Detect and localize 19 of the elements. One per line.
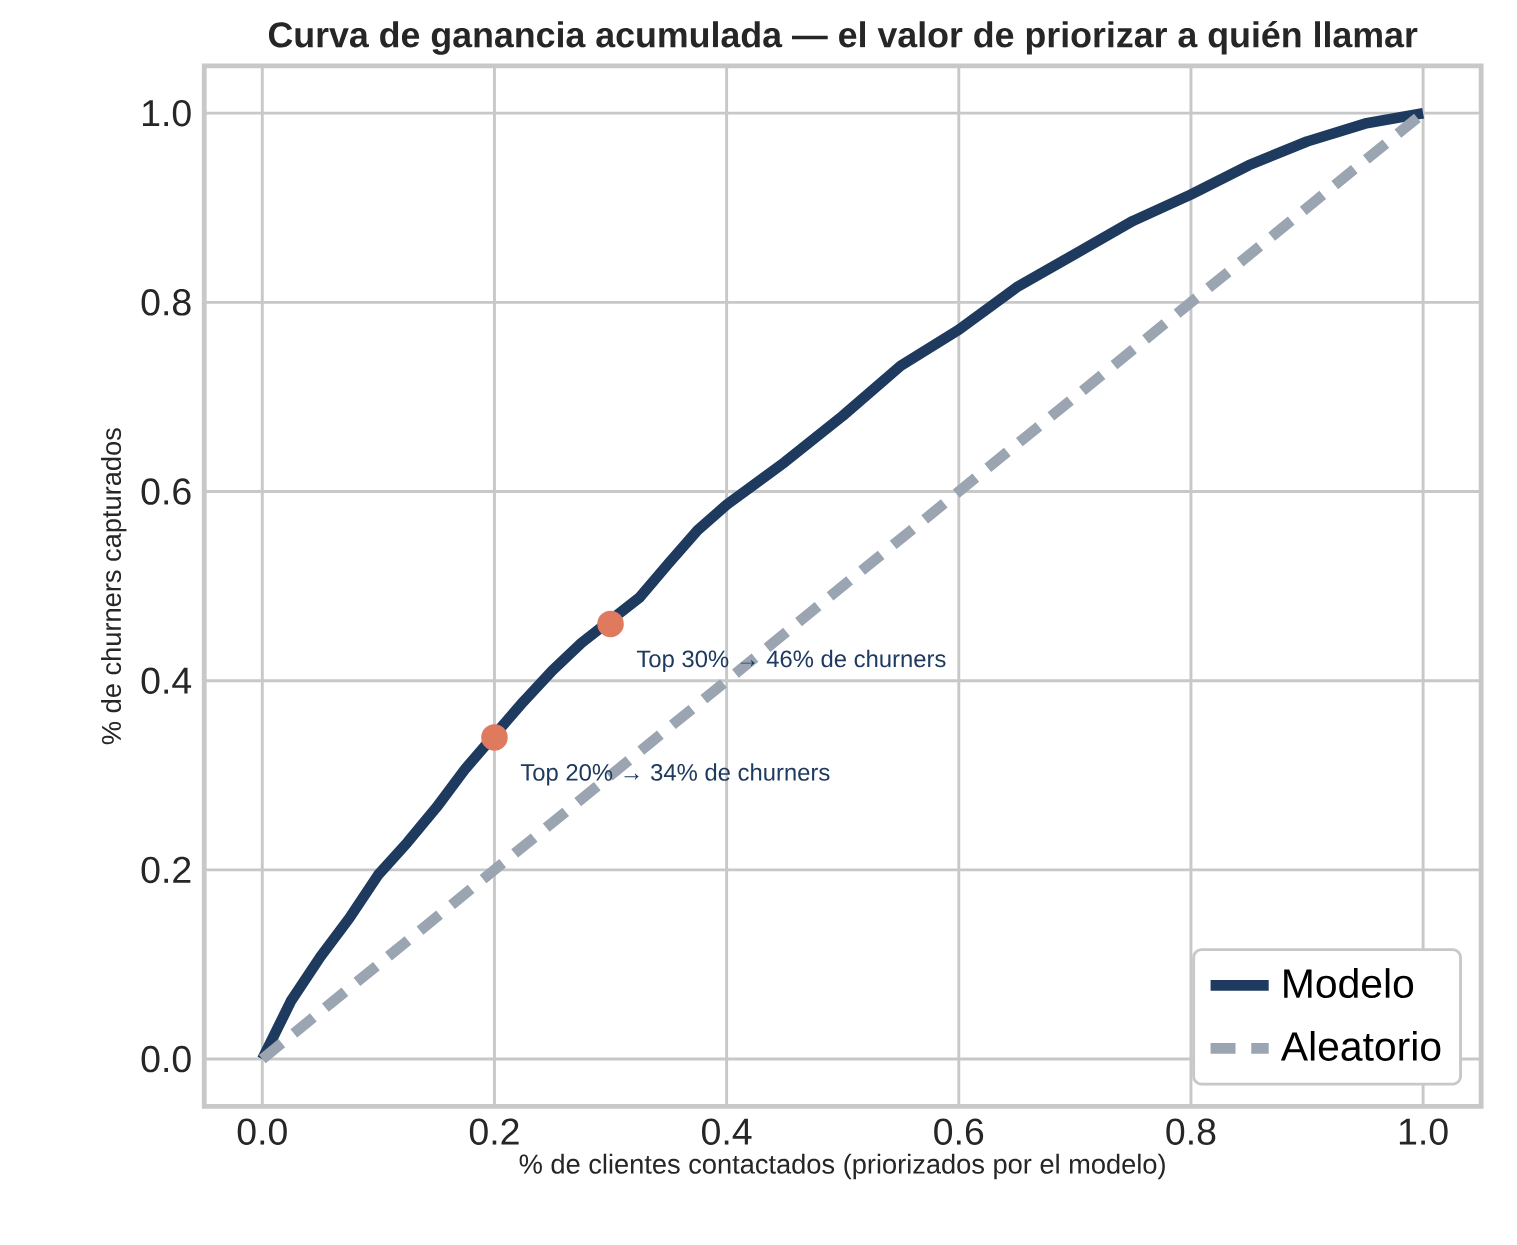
legend-label: Modelo	[1284, 968, 1414, 999]
y-tick-label: 1.0	[142, 99, 191, 127]
x-tick-label: 0.2	[469, 1118, 519, 1145]
legend-label: Aleatorio	[1280, 1031, 1441, 1061]
y-tick-label: 0.4	[141, 667, 192, 695]
y-tick-label: 0.6	[141, 478, 191, 505]
x-tick-label: 0.8	[1166, 1118, 1216, 1145]
annotation: Top 20% → 34% de churners	[520, 763, 830, 786]
y-tick-label: 0.2	[141, 856, 191, 884]
x-tick-label: 0.6	[934, 1118, 984, 1145]
x-tick-label: 0.0	[237, 1118, 287, 1145]
x-axis-title: % de clientes contactados (priorizados por el modelo)	[519, 1153, 1165, 1180]
chart-title: Curva de ganancia acumulada — el valor de priorizar a quién llamar	[268, 20, 1418, 55]
annotation: Top 30% → 46% de churners	[636, 649, 946, 673]
y-tick-label: 0.0	[141, 1045, 191, 1073]
x-tick-label: 0.4	[702, 1118, 752, 1145]
y-axis-title: % de churners capturados	[101, 428, 127, 745]
y-tick-label: 0.8	[141, 289, 191, 316]
x-tick-label: 1.0	[1399, 1118, 1448, 1145]
